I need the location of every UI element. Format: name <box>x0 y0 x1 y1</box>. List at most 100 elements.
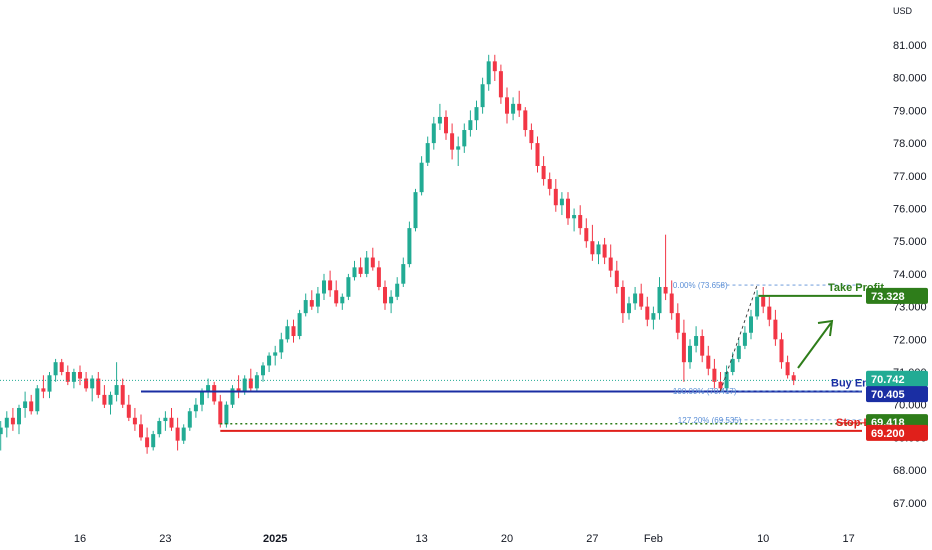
candle-body <box>328 280 333 291</box>
x-tick-label: 2025 <box>263 533 287 545</box>
candle <box>596 241 601 265</box>
y-tick-label: 75.000 <box>893 236 927 248</box>
candle-body <box>419 162 424 193</box>
candle-body <box>712 368 717 382</box>
candle-body <box>206 385 211 392</box>
candle-body <box>157 421 162 435</box>
candle-body <box>450 133 455 150</box>
buy-entry-tag-text: 70.405 <box>871 389 905 401</box>
candle-body <box>65 372 70 382</box>
candle <box>297 309 302 340</box>
candle-body <box>193 404 198 412</box>
trade-overlays: 0.00% (73.658) 100.00% (70.417) 127.20% (6… <box>0 281 889 432</box>
candle <box>181 424 186 444</box>
candle-body <box>505 97 509 114</box>
candle-body <box>694 336 699 346</box>
candle <box>175 417 180 451</box>
candle <box>755 290 760 320</box>
candle-body <box>767 306 772 320</box>
candle <box>749 309 753 340</box>
candle <box>126 394 131 422</box>
candle-body <box>181 427 186 441</box>
candle <box>486 54 491 91</box>
candle-body <box>273 352 278 356</box>
candle-body <box>663 286 668 294</box>
candle <box>419 156 424 196</box>
candle <box>456 136 461 166</box>
candle-body <box>749 316 753 333</box>
candle-body <box>389 296 394 304</box>
candle <box>407 221 412 268</box>
candle-body <box>29 401 34 412</box>
candle-body <box>47 375 52 392</box>
candle <box>303 293 308 317</box>
y-tick-label: 78.000 <box>893 138 927 150</box>
candle <box>517 90 522 117</box>
candle-body <box>212 385 217 402</box>
candle <box>657 277 662 320</box>
candle <box>718 372 723 392</box>
candle <box>169 407 174 431</box>
candle-body <box>17 407 21 425</box>
candle-body <box>425 143 430 163</box>
candle-body <box>413 192 418 229</box>
candle <box>535 136 540 173</box>
candle-body <box>242 378 247 392</box>
candle <box>608 244 613 278</box>
y-tick-label: 70.000 <box>893 400 927 412</box>
candle-body <box>358 267 363 274</box>
candle-body <box>364 257 369 274</box>
candle <box>468 110 473 137</box>
candle <box>212 381 217 405</box>
candle <box>773 309 778 346</box>
candle-body <box>267 355 272 366</box>
candle-body <box>608 257 613 271</box>
candle <box>498 64 503 104</box>
candle <box>120 378 125 408</box>
candle-body <box>200 391 204 405</box>
candle <box>151 430 156 451</box>
candle <box>602 237 607 265</box>
candle-body <box>614 270 619 287</box>
candle <box>620 280 625 323</box>
x-tick-label: 16 <box>74 533 86 545</box>
candlestick-series <box>0 54 796 454</box>
candle-body <box>230 388 235 405</box>
candle-body <box>383 286 387 304</box>
x-tick-label: 13 <box>415 533 427 545</box>
time-axis[interactable]: 16 23 2025 13 20 27 Feb 10 17 <box>74 533 855 545</box>
candle-body <box>169 417 174 428</box>
candle <box>401 257 406 287</box>
candle <box>163 411 168 431</box>
y-tick-label: 81.000 <box>893 40 927 52</box>
candle-body <box>572 215 577 219</box>
candle <box>78 365 82 386</box>
candle-body <box>553 188 558 206</box>
candle <box>47 372 52 399</box>
candle-body <box>444 116 448 134</box>
candle-body <box>480 84 485 108</box>
candle-body <box>346 277 351 297</box>
candle-body <box>145 437 150 448</box>
candle <box>712 358 717 389</box>
candle-body <box>279 339 284 353</box>
x-tick-label: 17 <box>842 533 854 545</box>
current-price-tag: 70.742 <box>866 370 928 387</box>
candle <box>352 260 357 281</box>
candle-body <box>791 375 796 381</box>
candle-body <box>309 300 314 307</box>
candle-body <box>248 378 253 389</box>
candle <box>675 303 680 340</box>
candle-body <box>218 401 223 425</box>
candle <box>480 77 485 114</box>
candle <box>578 205 583 235</box>
candle <box>395 277 400 301</box>
candle <box>29 394 34 415</box>
candle-body <box>10 417 15 425</box>
candle-body <box>511 103 516 114</box>
candle <box>17 404 21 435</box>
candle <box>248 368 253 392</box>
candle-body <box>785 362 790 376</box>
candle <box>742 326 747 350</box>
